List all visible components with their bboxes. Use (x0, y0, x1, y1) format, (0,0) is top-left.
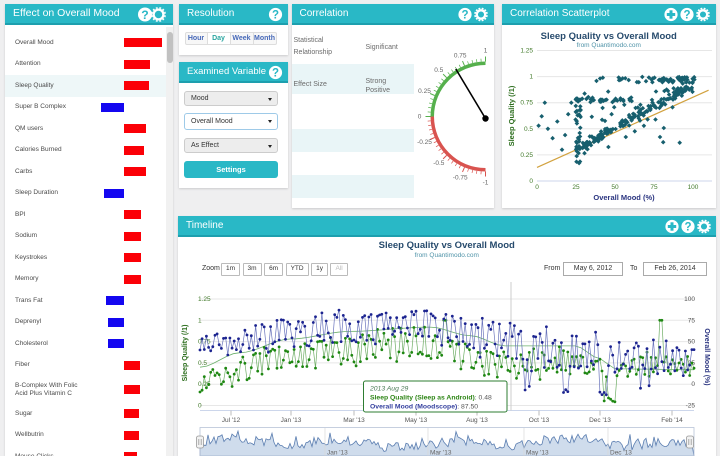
svg-text:Mar '13: Mar '13 (343, 417, 365, 424)
svg-text:75: 75 (688, 317, 696, 324)
svg-text:Jul '12: Jul '12 (222, 417, 241, 424)
svg-text:1: 1 (198, 317, 202, 324)
svg-text:25: 25 (572, 184, 580, 191)
svg-text:0: 0 (417, 114, 421, 121)
svg-text:?: ? (141, 8, 148, 22)
svg-text:75: 75 (650, 184, 658, 191)
svg-text:Dec '13: Dec '13 (610, 450, 632, 456)
svg-text:?: ? (683, 10, 690, 22)
svg-text:0.25: 0.25 (520, 152, 533, 159)
svg-text:0.75: 0.75 (520, 100, 533, 107)
svg-text:0.5: 0.5 (434, 67, 443, 74)
svg-text:May '13: May '13 (405, 417, 428, 424)
svg-text:May '13: May '13 (526, 450, 549, 456)
svg-text:Overall Mood (%): Overall Mood (%) (703, 328, 710, 385)
svg-text:Jan '13: Jan '13 (281, 417, 302, 424)
svg-text:0: 0 (535, 184, 539, 191)
svg-text:-1: -1 (482, 180, 488, 187)
svg-text:0: 0 (529, 178, 533, 185)
svg-text:Dec '13: Dec '13 (589, 417, 611, 424)
svg-text:Aug '13: Aug '13 (466, 417, 488, 424)
svg-text:0.25: 0.25 (418, 88, 431, 95)
svg-text:Mar '13: Mar '13 (430, 450, 452, 456)
svg-text:?: ? (461, 10, 468, 22)
svg-text:0: 0 (198, 403, 202, 410)
svg-text:0.5: 0.5 (198, 360, 207, 367)
svg-text:?: ? (684, 222, 691, 234)
svg-text:Jan '13: Jan '13 (327, 450, 348, 456)
svg-text:1: 1 (529, 74, 533, 81)
svg-text:0.25: 0.25 (198, 381, 211, 388)
svg-text:0.5: 0.5 (524, 126, 533, 133)
svg-text:1.25: 1.25 (520, 48, 533, 55)
svg-text:50: 50 (611, 184, 619, 191)
svg-text:0.75: 0.75 (453, 53, 466, 60)
svg-text:1.25: 1.25 (198, 296, 211, 303)
svg-text:0.75: 0.75 (198, 339, 211, 346)
svg-text:100: 100 (688, 184, 699, 191)
svg-text:Sleep Quality (/1): Sleep Quality (/1) (182, 325, 189, 382)
svg-text:1: 1 (483, 48, 487, 55)
svg-text:Overall Mood (%): Overall Mood (%) (593, 193, 655, 202)
svg-text:0: 0 (691, 381, 695, 388)
svg-text:Feb '14: Feb '14 (661, 417, 683, 424)
svg-text:-0.75: -0.75 (452, 175, 467, 182)
svg-text:?: ? (272, 68, 279, 80)
svg-text:-0.5: -0.5 (433, 160, 445, 167)
svg-text:-25: -25 (686, 403, 696, 410)
svg-text:Oct '13: Oct '13 (529, 417, 550, 424)
svg-text:Sleep Quality (/1): Sleep Quality (/1) (507, 85, 516, 146)
svg-text:100: 100 (684, 296, 695, 303)
svg-text:50: 50 (688, 339, 696, 346)
svg-text:2013 Aug 29: 2013 Aug 29 (369, 386, 409, 393)
svg-text:-0.25: -0.25 (417, 139, 432, 146)
svg-text:?: ? (272, 10, 279, 22)
svg-text:Sleep Quality (Sleep as Androi: Sleep Quality (Sleep as Android): 0.48 (370, 395, 492, 402)
svg-text:Overall Mood (Moodscope): 87.5: Overall Mood (Moodscope): 87.50 (370, 404, 478, 411)
